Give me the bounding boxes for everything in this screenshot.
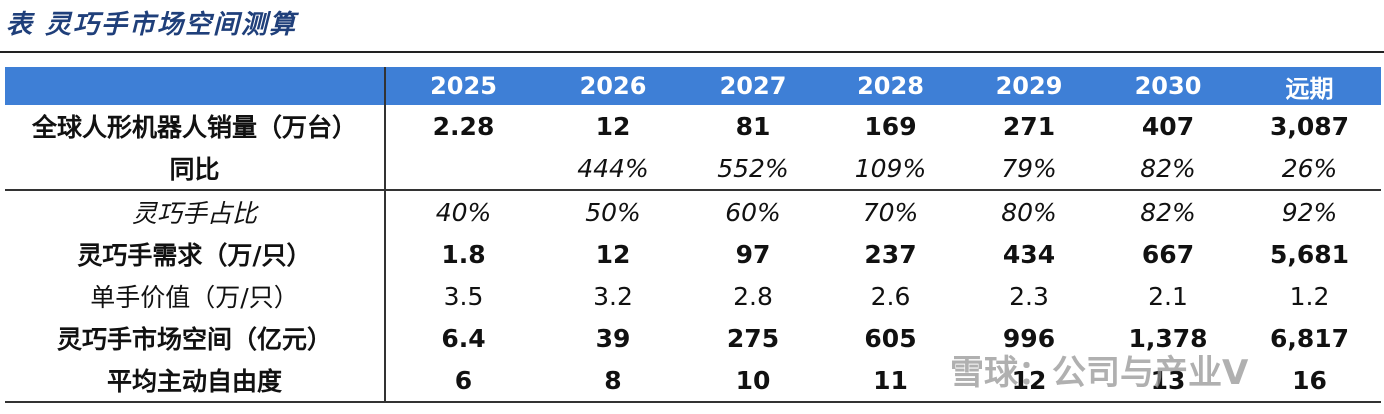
cell: 996: [1002, 323, 1056, 353]
row-label: 同比: [5, 147, 386, 191]
row-label: 灵巧手市场空间（亿元）: [5, 317, 386, 359]
cell: 6.4: [441, 323, 486, 353]
cell: 2.3: [1009, 281, 1049, 311]
table: 2025 2026 2027 2028 2029 2030 远期 全球人形机器人销量（万台）…: [5, 67, 1381, 403]
cell: 92%: [1281, 197, 1338, 227]
watermark: 雪球：公司与产业V: [950, 353, 1249, 393]
cell: 79%: [960, 147, 1098, 191]
cell: 80%: [1001, 197, 1057, 227]
cell: 82%: [1098, 147, 1238, 191]
cell: 26%: [1238, 147, 1381, 191]
table-row: 全球人形机器人销量（万台） 2.28 12 81 169 271 407 3,087: [5, 105, 1381, 147]
title: 表 灵巧手市场空间测算: [6, 10, 298, 40]
cell: 109%: [821, 147, 960, 191]
cell: 3,087: [1269, 111, 1350, 141]
cell: 50%: [585, 197, 641, 227]
column-header: 2025: [385, 67, 541, 105]
cell: 2.1: [1148, 281, 1188, 311]
header-cell: [5, 67, 386, 105]
cell: 169: [864, 111, 917, 141]
cell: 237: [864, 239, 917, 269]
cell: 3.2: [593, 281, 633, 311]
cell: 5,681: [1269, 239, 1350, 269]
cell: 60%: [725, 197, 781, 227]
cell: 667: [1141, 239, 1195, 269]
cell: 39: [595, 323, 631, 353]
cell: 81: [735, 111, 771, 141]
cell: 82%: [1140, 197, 1196, 227]
cell: 12: [595, 111, 631, 141]
cell: 434: [1002, 239, 1056, 269]
table-row: 平均主动自由度 6 8 10 11 12 13 16: [5, 359, 1381, 403]
cell: 70%: [862, 197, 919, 227]
cell: 275: [726, 323, 780, 353]
cell: 1,378: [1128, 323, 1208, 353]
column-header: 2027: [685, 67, 821, 105]
cell: 1.2: [1289, 281, 1330, 311]
cell: 13: [1098, 359, 1238, 403]
cell: 3.5: [443, 281, 484, 311]
table-row: 同比 444% 552% 109% 79% 82% 26%: [5, 147, 1381, 191]
cell: 2.8: [733, 281, 773, 311]
cell: 40%: [435, 197, 492, 227]
column-header: 远期: [1238, 67, 1381, 105]
column-header: 2026: [541, 67, 685, 105]
cell: 6,817: [1269, 323, 1350, 353]
table-row: 灵巧手需求（万/只） 1.8 12 97 237 434 667 5,681: [5, 233, 1381, 275]
table-body: 全球人形机器人销量（万台） 2.28 12 81 169 271 407 3,087 同比 444…: [5, 105, 1381, 403]
cell: 1.8: [441, 239, 486, 269]
cell: 444%: [541, 147, 685, 191]
table-row: 灵巧手占比 40% 50% 60% 70% 80% 82% 92%: [5, 190, 1381, 233]
cell: 407: [1141, 111, 1195, 141]
table-row: 单手价值（万/只） 3.5 3.2 2.8 2.6 2.3 2.1 1.2: [5, 275, 1381, 317]
row-label: 单手价值（万/只）: [5, 275, 386, 317]
header-row: 2025 2026 2027 2028 2029 2030 远期: [5, 67, 1381, 105]
cell: 2.28: [432, 111, 495, 141]
cell: 8: [541, 359, 685, 403]
cell: [385, 147, 541, 191]
cell: 271: [1002, 111, 1056, 141]
cell: 605: [864, 323, 917, 353]
column-header: 2029: [960, 67, 1098, 105]
column-header: 2030: [1098, 67, 1238, 105]
title-rule: [0, 51, 1384, 53]
cell: 12: [595, 239, 631, 269]
column-header: 2028: [821, 67, 960, 105]
cell: 552%: [685, 147, 821, 191]
row-label: 灵巧手占比: [5, 190, 386, 233]
row-label: 灵巧手需求（万/只）: [5, 233, 386, 275]
row-label: 全球人形机器人销量（万台）: [5, 105, 386, 147]
table-row: 灵巧手市场空间（亿元） 6.4 39 275 605 996 1,378 6,817: [5, 317, 1381, 359]
cell: 10: [685, 359, 821, 403]
cell: 97: [735, 239, 771, 269]
cell: 12: [960, 359, 1098, 403]
cell: 16: [1238, 359, 1381, 403]
cell: 11: [821, 359, 960, 403]
cell: 6: [385, 359, 541, 403]
cell: 2.6: [870, 281, 911, 311]
row-label: 平均主动自由度: [5, 359, 386, 403]
